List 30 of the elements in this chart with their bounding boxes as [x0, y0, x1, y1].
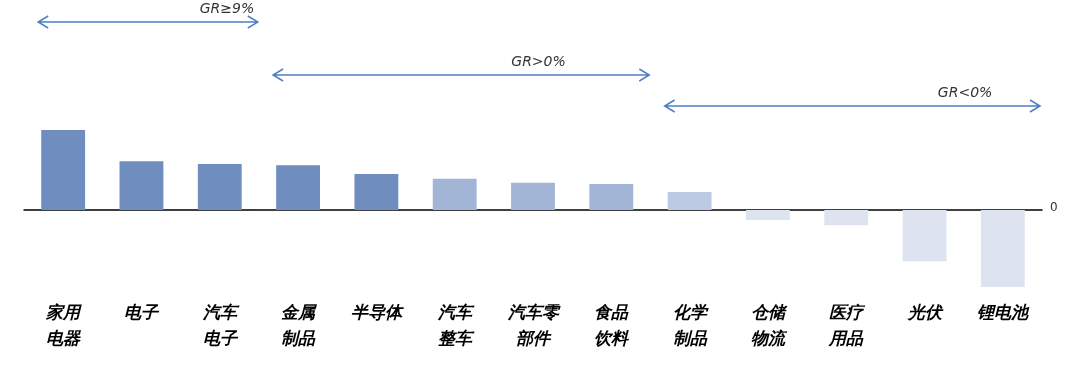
- bar: [354, 174, 399, 211]
- bar: [276, 165, 320, 211]
- bar: [589, 184, 634, 211]
- text: GR>0%: [511, 53, 566, 69]
- x-tick-label: 汽车电子: [201, 302, 240, 348]
- x-tick-label: 光伏: [906, 302, 944, 322]
- bar: [119, 161, 164, 211]
- bar: [432, 178, 477, 211]
- text: GR≥9%: [199, 0, 255, 16]
- x-tick-label: 半导体: [350, 302, 404, 322]
- bar: [511, 182, 555, 211]
- bar: [746, 210, 790, 221]
- x-tick-label: 化学制品: [672, 302, 709, 348]
- x-tick-label: 汽车零部件: [506, 302, 561, 348]
- x-tick-label: 医疗用品: [828, 302, 867, 348]
- bar: [197, 164, 242, 211]
- x-tick-label: 食品饮料: [594, 302, 630, 348]
- x-tick-label: 电子: [124, 302, 161, 322]
- bar: [41, 130, 86, 211]
- bar: [980, 210, 1025, 287]
- bar: [824, 210, 869, 226]
- x-tick-label: 锂电池: [977, 302, 1031, 322]
- text: 0: [1050, 200, 1058, 215]
- x-tick-label: 仓储物流: [750, 302, 788, 348]
- text: GR<0%: [937, 84, 993, 100]
- x-tick-label: 金属制品: [281, 302, 318, 348]
- x-tick-label: 汽车整车: [436, 302, 475, 348]
- bar: [902, 210, 947, 262]
- x-tick-label: 家用电器: [45, 302, 83, 348]
- bar: [667, 192, 712, 211]
